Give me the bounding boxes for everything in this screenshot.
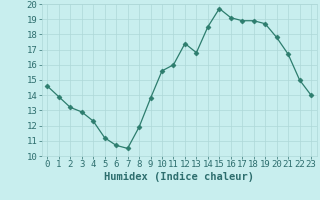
X-axis label: Humidex (Indice chaleur): Humidex (Indice chaleur) [104,172,254,182]
